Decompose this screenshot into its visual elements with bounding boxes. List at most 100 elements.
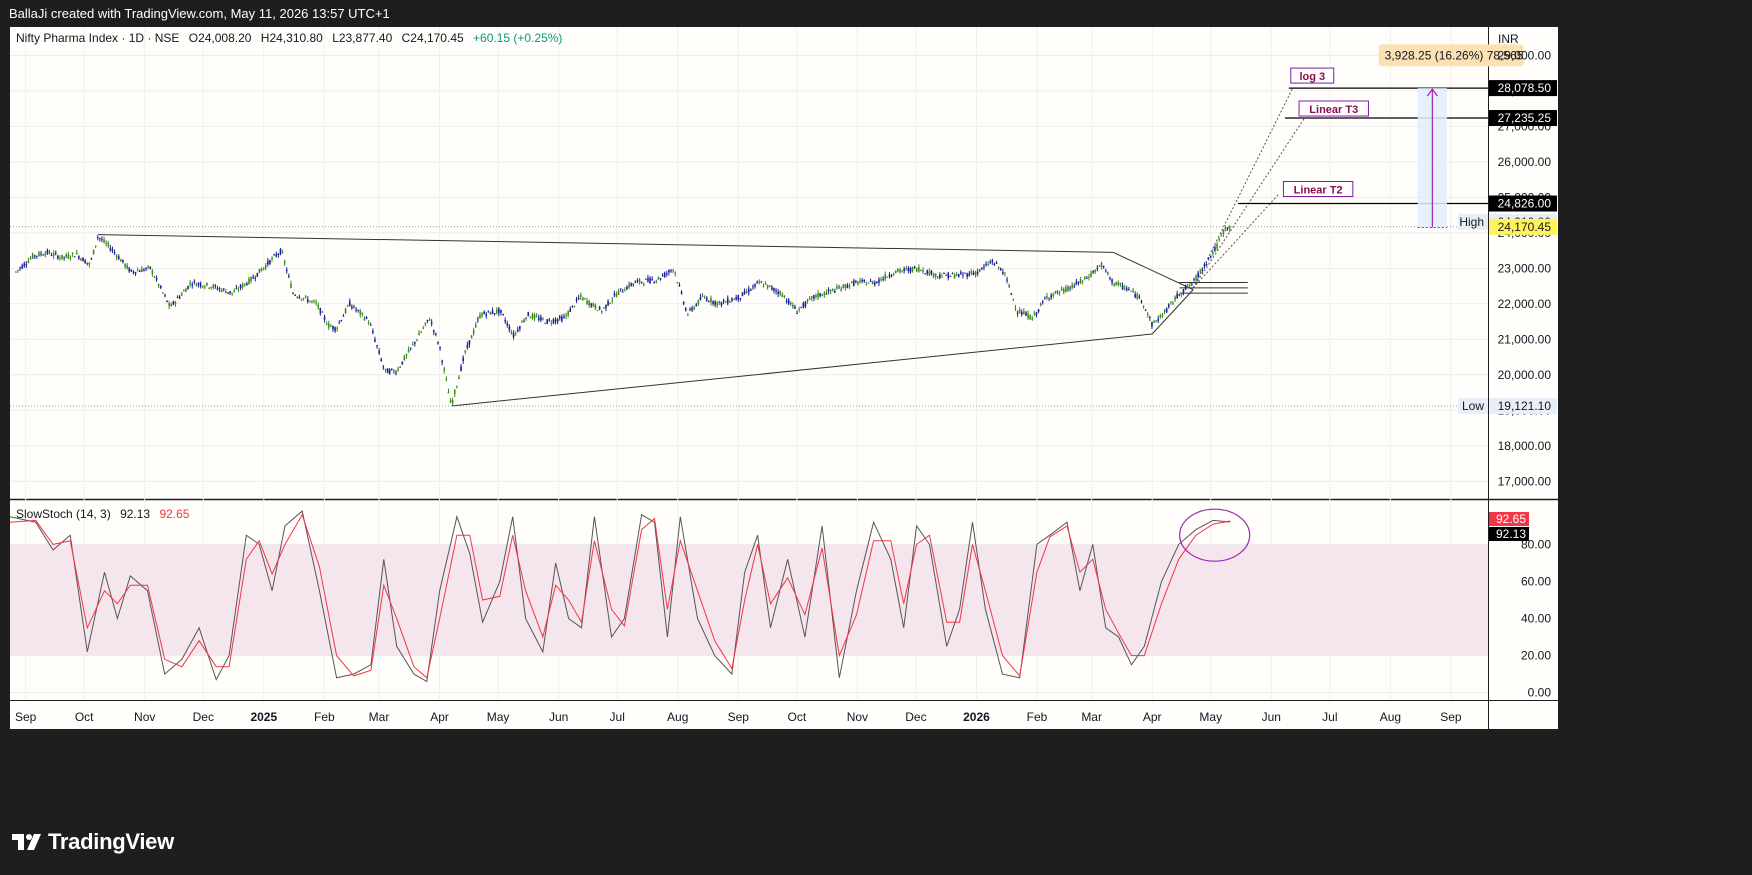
candle-body <box>1075 281 1078 285</box>
candle-body <box>1046 296 1048 299</box>
candle-body <box>483 311 485 314</box>
candle-body <box>947 272 950 279</box>
candle-body <box>1096 267 1099 270</box>
price-pane[interactable] <box>10 27 1488 499</box>
candle-body <box>960 272 962 274</box>
candle-body <box>208 287 210 289</box>
candle-body <box>31 253 34 259</box>
candle-body <box>1048 297 1050 299</box>
candle-body <box>579 294 582 297</box>
symbol-name[interactable]: Nifty Pharma Index · 1D · NSE <box>16 31 179 45</box>
candle-body <box>815 294 817 297</box>
stoch-k-label: 92.13 <box>1496 527 1526 541</box>
time-label: Dec <box>193 710 214 724</box>
candle-body <box>212 284 215 288</box>
candle-body <box>372 331 374 334</box>
candle-body <box>407 349 410 353</box>
candle-body <box>321 311 324 313</box>
candle-body <box>535 315 538 317</box>
candle-body <box>878 279 880 283</box>
stoch-highlight-ellipse <box>1179 508 1251 562</box>
candle-body <box>1159 315 1162 317</box>
candle-body <box>141 268 143 273</box>
candle-body <box>378 350 380 354</box>
candle-body <box>613 293 616 296</box>
candle-body <box>592 303 595 307</box>
time-label: Mar <box>369 710 390 724</box>
candle-body <box>332 325 334 330</box>
candle-body <box>258 268 261 273</box>
candle-body <box>945 274 947 276</box>
candle-body <box>300 298 303 300</box>
candle-body <box>285 269 288 272</box>
candle-body <box>1203 264 1206 267</box>
candle-body <box>365 317 368 319</box>
candle-body <box>380 359 383 362</box>
candle-body <box>134 272 137 274</box>
candle-body <box>424 322 427 325</box>
stoch-legend[interactable]: SlowStoch (14, 3) 92.13 92.65 <box>16 507 190 521</box>
time-axis[interactable] <box>10 701 1488 729</box>
trendlines[interactable] <box>97 87 1305 407</box>
candle-body <box>59 257 61 259</box>
candle-body <box>361 312 364 315</box>
candle-body <box>124 263 126 267</box>
candle-body <box>239 285 242 288</box>
price-tick-label: 26,000.00 <box>1498 155 1552 169</box>
candle-body <box>1081 280 1084 282</box>
candle-body <box>554 319 557 322</box>
candle-body <box>1146 314 1149 316</box>
candle-body <box>117 256 120 260</box>
candle-body <box>21 265 23 269</box>
candle-body <box>846 284 849 288</box>
candle-body <box>926 270 929 274</box>
candle-body <box>101 239 103 241</box>
candle-body <box>712 300 714 304</box>
candle-body <box>105 242 107 244</box>
candle-body <box>1018 309 1021 314</box>
candle-body <box>466 344 469 348</box>
candle-body <box>71 253 74 255</box>
candle-body <box>638 279 641 283</box>
candle-body <box>655 280 658 282</box>
candle-body <box>817 293 819 298</box>
candle-body <box>346 305 349 307</box>
candle-body <box>382 366 385 368</box>
candle-body <box>981 267 983 269</box>
candle-body <box>777 291 779 295</box>
candle-body <box>464 350 467 353</box>
candle-body <box>1222 229 1225 235</box>
candle-body <box>775 290 777 292</box>
candle-body <box>920 269 922 271</box>
candle-body <box>852 280 855 286</box>
candle-body <box>1012 299 1015 301</box>
candle-body <box>855 281 857 283</box>
price-scale[interactable] <box>1488 27 1558 499</box>
currency-label[interactable]: INR <box>1498 32 1519 46</box>
candle-body <box>634 281 637 283</box>
annotations[interactable]: log 3 Linear T3 Linear T2 3,928.25 (16.26%)… <box>10 44 1524 407</box>
candle-body <box>264 265 267 269</box>
candle-body <box>1224 227 1227 232</box>
ohlc-close: C24,170.45 <box>402 31 464 45</box>
symbol-legend[interactable]: Nifty Pharma Index · 1D · NSE O24,008.20… <box>16 31 562 45</box>
candle-body <box>521 321 523 323</box>
candle-body <box>281 252 284 254</box>
candle-body <box>735 297 737 300</box>
candle-body <box>1125 288 1128 291</box>
candle-body <box>462 357 464 362</box>
candle-body <box>122 259 124 263</box>
time-label: Sep <box>15 710 37 724</box>
candle-body <box>453 389 456 395</box>
candle-body <box>82 257 84 262</box>
candle-body <box>850 281 853 283</box>
tradingview-logo[interactable]: TradingView <box>12 829 174 855</box>
candle-body <box>256 272 259 277</box>
candle-body <box>758 281 761 283</box>
chart-area[interactable]: log 3 Linear T3 Linear T2 3,928.25 (16.26%)… <box>10 27 1558 729</box>
candle-body <box>277 253 280 255</box>
stoch-title[interactable]: SlowStoch (14, 3) <box>16 507 111 521</box>
time-axis-labels: Sep Oct Nov Dec 2025 Feb Mar Apr May Jun Jul Aug Sep… <box>15 710 1462 724</box>
candle-body <box>1142 305 1145 307</box>
measure-arrowhead <box>1426 88 1438 97</box>
